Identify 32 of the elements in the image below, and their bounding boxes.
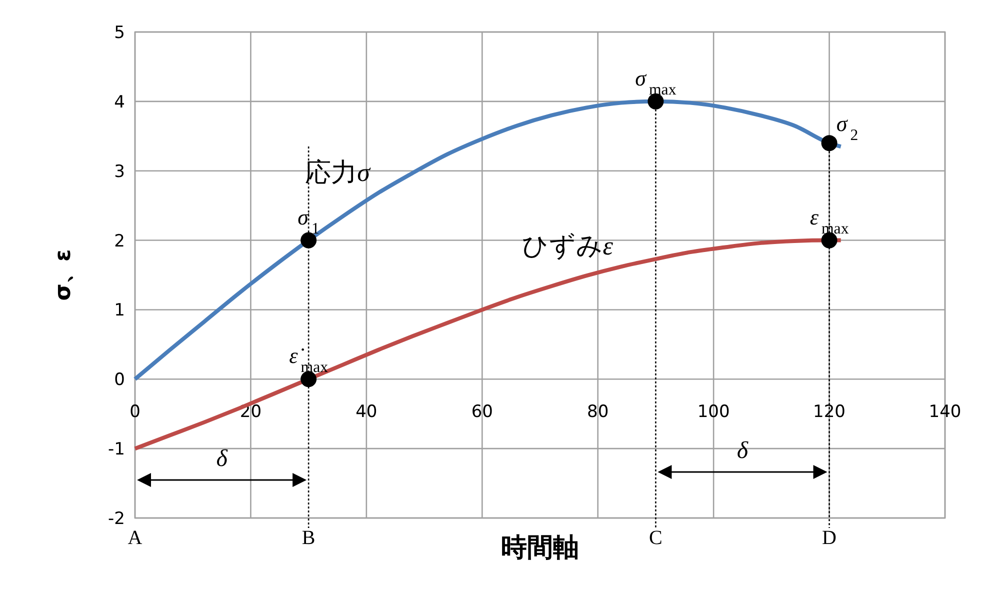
annotation: σ$_{1}$ (298, 204, 320, 237)
ref-line-label: C (649, 527, 662, 549)
x-tick-label: 120 (813, 402, 846, 422)
y-tick-label: 2 (114, 231, 125, 252)
x-tick-label: 80 (587, 402, 609, 422)
annotation: δ (216, 446, 228, 472)
y-tick-label: 1 (114, 300, 125, 321)
text: A (128, 527, 143, 549)
y-tick-label: 0 (114, 370, 125, 390)
series-label: ひずみε (522, 232, 614, 262)
annotation: ε$_{max}$ (810, 204, 849, 237)
x-tick-label: 60 (471, 402, 493, 422)
annotation: σ$_{max}$ (635, 65, 676, 98)
x-tick-label: 40 (356, 402, 378, 422)
y-axis-title: σ、ε (51, 249, 76, 301)
annotation: δ (736, 438, 749, 464)
x-tick-label: 140 (928, 402, 962, 422)
annotation: ε̇$_{max}$ (289, 343, 328, 376)
x-tick-label: 0 (130, 402, 140, 422)
x-axis-title: 時間軸 (501, 533, 579, 563)
y-tick-label: 4 (114, 92, 125, 112)
x-tick-label: 100 (697, 402, 730, 422)
y-tick-label: 3 (114, 162, 125, 182)
point (300, 371, 317, 388)
point (300, 232, 317, 248)
ref-line-label: D (822, 527, 837, 549)
y-tick-label: -1 (108, 440, 125, 460)
annotation: σ$_{2}$ (836, 111, 858, 144)
y-tick-label: 5 (114, 23, 125, 43)
y-tick-label: -2 (108, 509, 125, 529)
ref-line-label: B (302, 527, 316, 549)
point (821, 135, 838, 152)
